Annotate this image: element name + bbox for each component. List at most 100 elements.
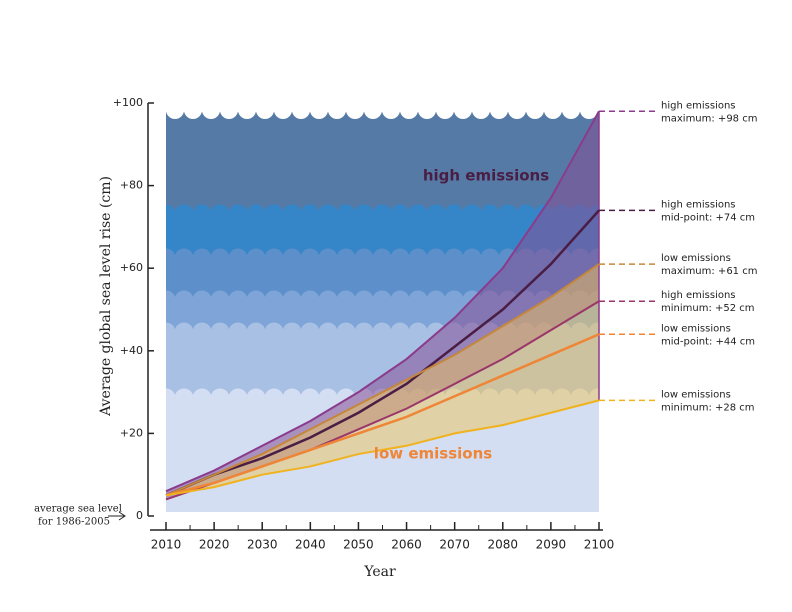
wave <box>166 204 176 224</box>
wave <box>408 204 428 224</box>
y-tick-label: +80 <box>120 179 143 192</box>
wave <box>372 248 392 268</box>
series-line <box>165 333 600 497</box>
end-label: minimum: +52 cm <box>661 303 755 314</box>
wave <box>372 290 392 310</box>
wave <box>174 388 194 408</box>
wave <box>282 248 302 268</box>
wave <box>336 290 356 310</box>
wave <box>192 388 212 408</box>
wave <box>498 204 518 224</box>
wave <box>336 248 356 268</box>
wave <box>354 322 374 342</box>
wave <box>336 204 356 224</box>
wave <box>210 248 230 268</box>
y-tick-label: +20 <box>120 426 143 439</box>
wave <box>372 204 392 224</box>
wave <box>336 322 356 342</box>
wave <box>390 322 410 342</box>
y-tick-label: +40 <box>120 344 143 357</box>
wave <box>228 322 248 342</box>
wave <box>480 204 500 224</box>
baseline-label: average sea level <box>34 504 122 515</box>
wave <box>210 204 230 224</box>
wave <box>174 248 194 268</box>
x-tick-label: 2060 <box>391 538 422 552</box>
wave <box>390 248 410 268</box>
end-label: maximum: +61 cm <box>661 266 757 277</box>
wave <box>210 290 230 310</box>
y-tick-label: +100 <box>113 96 143 109</box>
y-tick-label: +60 <box>120 261 143 274</box>
series-line <box>165 209 600 497</box>
wave <box>282 322 302 342</box>
wave <box>192 290 212 310</box>
wave <box>408 322 428 342</box>
wave <box>228 204 248 224</box>
series-line <box>165 263 600 497</box>
wave <box>300 248 320 268</box>
baseline-label: for 1986-2005 <box>38 517 110 528</box>
wave <box>300 322 320 342</box>
x-tick-label: 2050 <box>343 538 374 552</box>
wave <box>174 290 194 310</box>
wave <box>192 322 212 342</box>
wave <box>246 204 266 224</box>
wave <box>318 322 338 342</box>
wave <box>174 322 194 342</box>
wave <box>318 204 338 224</box>
wave <box>264 322 284 342</box>
wave <box>228 388 248 408</box>
end-label: low emissions <box>661 323 731 334</box>
x-tick-label: 2030 <box>247 538 278 552</box>
wave <box>264 248 284 268</box>
wave <box>390 204 410 224</box>
x-tick-label: 2020 <box>199 538 230 552</box>
end-label: low emissions <box>661 253 731 264</box>
wave <box>480 248 500 268</box>
wave-top <box>598 105 599 115</box>
wave <box>426 248 446 268</box>
wave <box>282 290 302 310</box>
wave <box>166 248 176 268</box>
x-tick-label: 2080 <box>488 538 519 552</box>
wave <box>264 290 284 310</box>
wave <box>300 388 320 408</box>
wave <box>444 248 464 268</box>
wave <box>354 204 374 224</box>
wave <box>408 248 428 268</box>
x-tick-label: 2100 <box>584 538 615 552</box>
x-axis-label: Year <box>363 564 396 580</box>
wave <box>372 322 392 342</box>
end-label: minimum: +28 cm <box>661 402 755 413</box>
top-cover <box>166 100 599 110</box>
wave <box>166 290 176 310</box>
wave <box>246 322 266 342</box>
series-line <box>165 399 600 497</box>
wave <box>192 204 212 224</box>
wave <box>390 290 410 310</box>
end-label: high emissions <box>661 290 736 301</box>
x-tick-label: 2090 <box>536 538 567 552</box>
wave <box>300 290 320 310</box>
x-tick-label: 2070 <box>439 538 470 552</box>
end-label: high emissions <box>661 199 736 210</box>
wave <box>462 204 482 224</box>
wave <box>246 388 266 408</box>
wave <box>318 248 338 268</box>
wave <box>192 248 212 268</box>
wave <box>300 204 320 224</box>
wave <box>228 290 248 310</box>
wave <box>210 322 230 342</box>
wave <box>516 204 536 224</box>
wave <box>246 248 266 268</box>
wave <box>354 248 374 268</box>
wave <box>174 204 194 224</box>
wave <box>426 290 446 310</box>
annotation: low emissions <box>374 445 492 463</box>
range-area <box>166 111 599 500</box>
wave <box>444 204 464 224</box>
wave <box>282 204 302 224</box>
wave <box>246 290 266 310</box>
